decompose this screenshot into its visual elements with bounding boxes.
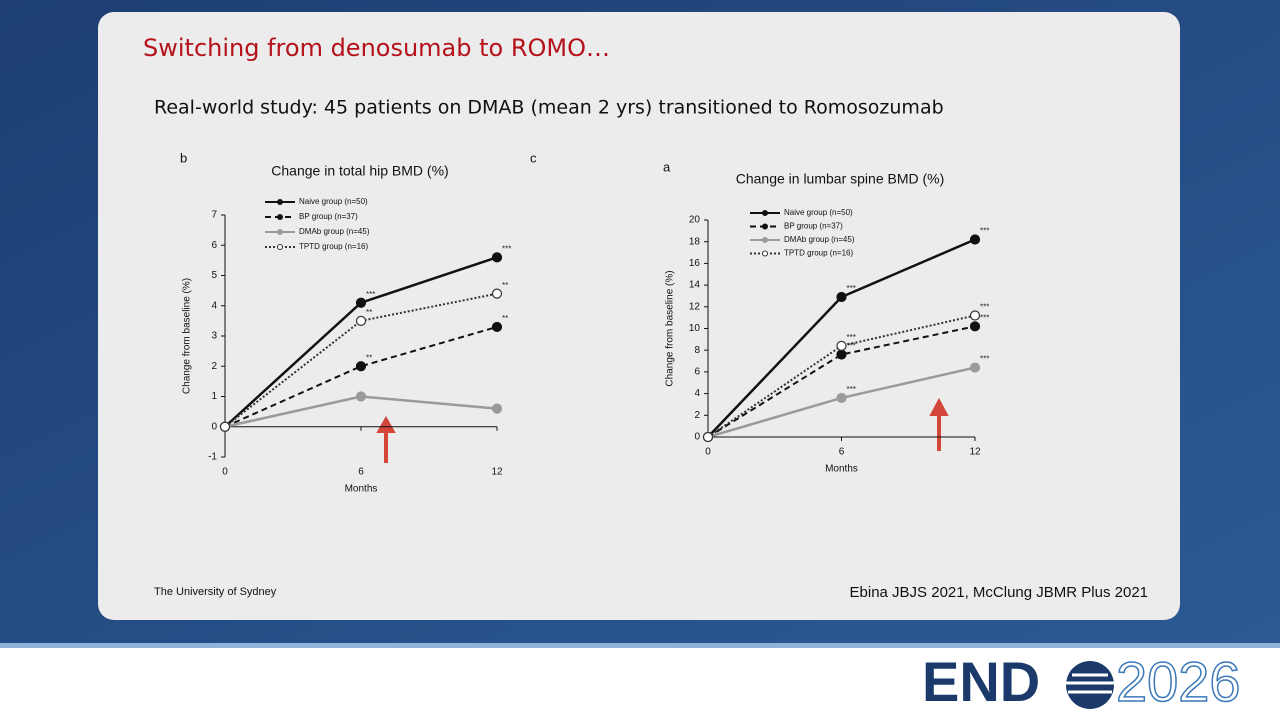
x-tick-label: 0 xyxy=(705,447,711,458)
y-tick-label: 6 xyxy=(694,367,700,378)
data-point xyxy=(355,315,367,326)
data-point xyxy=(491,288,503,299)
data-point xyxy=(355,297,367,308)
significance-label: ** xyxy=(366,353,372,362)
significance-label: *** xyxy=(847,284,856,293)
significance-label: ** xyxy=(502,314,508,323)
logo-name: END xyxy=(922,650,1040,713)
significance-label: *** xyxy=(980,227,989,236)
x-axis-label: Months xyxy=(825,464,858,475)
data-point xyxy=(969,321,981,332)
legend-label: DMAb group (n=45) xyxy=(299,227,370,236)
significance-label: *** xyxy=(502,244,511,253)
significance-label: ** xyxy=(366,308,372,317)
y-tick-label: 14 xyxy=(689,280,701,291)
x-axis-label: Months xyxy=(345,484,378,495)
data-point xyxy=(491,403,503,414)
chart-title: Change in lumbar spine BMD (%) xyxy=(736,171,945,187)
y-tick-label: 3 xyxy=(211,331,217,342)
logo-year: 2026 xyxy=(1116,650,1241,713)
y-tick-label: 2 xyxy=(211,361,217,372)
series-line xyxy=(224,325,498,428)
footer-left: The University of Sydney xyxy=(154,586,277,598)
data-point xyxy=(491,321,503,333)
legend-marker xyxy=(762,250,768,257)
y-tick-label: 0 xyxy=(211,421,217,432)
data-point xyxy=(969,310,981,321)
data-point xyxy=(219,421,231,432)
legend-marker xyxy=(762,223,768,230)
slide-title: Switching from denosumab to ROMO… xyxy=(143,34,610,62)
legend-label: TPTD group (n=16) xyxy=(784,249,853,258)
data-point xyxy=(969,362,981,373)
legend-label: TPTD group (n=16) xyxy=(299,242,368,251)
data-point xyxy=(836,349,847,360)
data-point xyxy=(355,361,367,372)
y-tick-label: 6 xyxy=(211,240,217,251)
panel-label: b xyxy=(180,150,187,165)
y-axis-label: Change from baseline (%) xyxy=(182,278,193,394)
y-tick-label: 12 xyxy=(689,301,701,312)
legend-marker xyxy=(277,214,283,220)
y-tick-label: 10 xyxy=(689,323,701,334)
y-tick-label: 20 xyxy=(689,215,701,226)
arrow xyxy=(376,415,396,463)
significance-label: *** xyxy=(980,303,989,312)
significance-label: *** xyxy=(847,342,856,351)
significance-label: *** xyxy=(847,333,856,342)
logo-globe-lines xyxy=(1066,673,1114,694)
legend-marker xyxy=(762,210,768,216)
logo-globe xyxy=(1066,661,1114,709)
y-tick-label: 8 xyxy=(694,345,700,356)
data-point xyxy=(491,252,503,263)
x-tick-label: 12 xyxy=(491,467,503,478)
y-tick-label: 1 xyxy=(211,391,217,402)
y-tick-label: 18 xyxy=(689,236,701,247)
x-tick-label: 0 xyxy=(222,467,228,478)
y-tick-label: 4 xyxy=(211,300,217,311)
y-tick-label: 0 xyxy=(694,432,700,443)
panel-label: c xyxy=(530,150,537,165)
legend-marker xyxy=(277,229,283,235)
y-tick-label: 7 xyxy=(211,210,217,221)
legend-label: DMAb group (n=45) xyxy=(784,235,855,244)
y-tick-label: -1 xyxy=(208,452,217,463)
data-point xyxy=(355,391,367,402)
legend-marker xyxy=(277,244,283,250)
y-tick-label: 16 xyxy=(689,258,701,269)
data-point xyxy=(836,340,847,351)
series-line xyxy=(707,325,976,438)
legend-label: Naive group (n=50) xyxy=(784,208,853,217)
significance-label: *** xyxy=(847,385,856,394)
arrow xyxy=(929,397,949,451)
significance-label: *** xyxy=(366,290,375,299)
legend-label: BP group (n=37) xyxy=(784,222,843,231)
data-point xyxy=(836,291,847,303)
y-tick-label: 2 xyxy=(694,410,700,421)
legend-marker xyxy=(277,199,283,205)
y-axis-label: Change from baseline (%) xyxy=(665,270,676,386)
data-point xyxy=(702,431,714,443)
significance-label: *** xyxy=(980,313,989,322)
x-tick-label: 6 xyxy=(839,447,845,458)
chart-title: Change in total hip BMD (%) xyxy=(271,163,448,179)
significance-label: *** xyxy=(980,355,989,364)
content-card xyxy=(98,12,1180,620)
y-tick-label: 5 xyxy=(211,270,217,281)
legend-marker xyxy=(762,237,768,243)
legend-label: BP group (n=37) xyxy=(299,212,358,221)
significance-label: ** xyxy=(502,281,508,290)
footer-right: Ebina JBJS 2021, McClung JBMR Plus 2021 xyxy=(850,584,1148,601)
data-point xyxy=(969,234,981,245)
legend-label: Naive group (n=50) xyxy=(299,197,368,206)
x-tick-label: 12 xyxy=(969,447,981,458)
x-tick-label: 6 xyxy=(358,467,364,478)
footer-rule xyxy=(0,643,1280,648)
y-tick-label: 4 xyxy=(694,388,700,399)
slide-subtitle: Real-world study: 45 patients on DMAB (m… xyxy=(154,97,944,119)
panel-label: a xyxy=(663,159,671,174)
data-point xyxy=(836,392,847,404)
